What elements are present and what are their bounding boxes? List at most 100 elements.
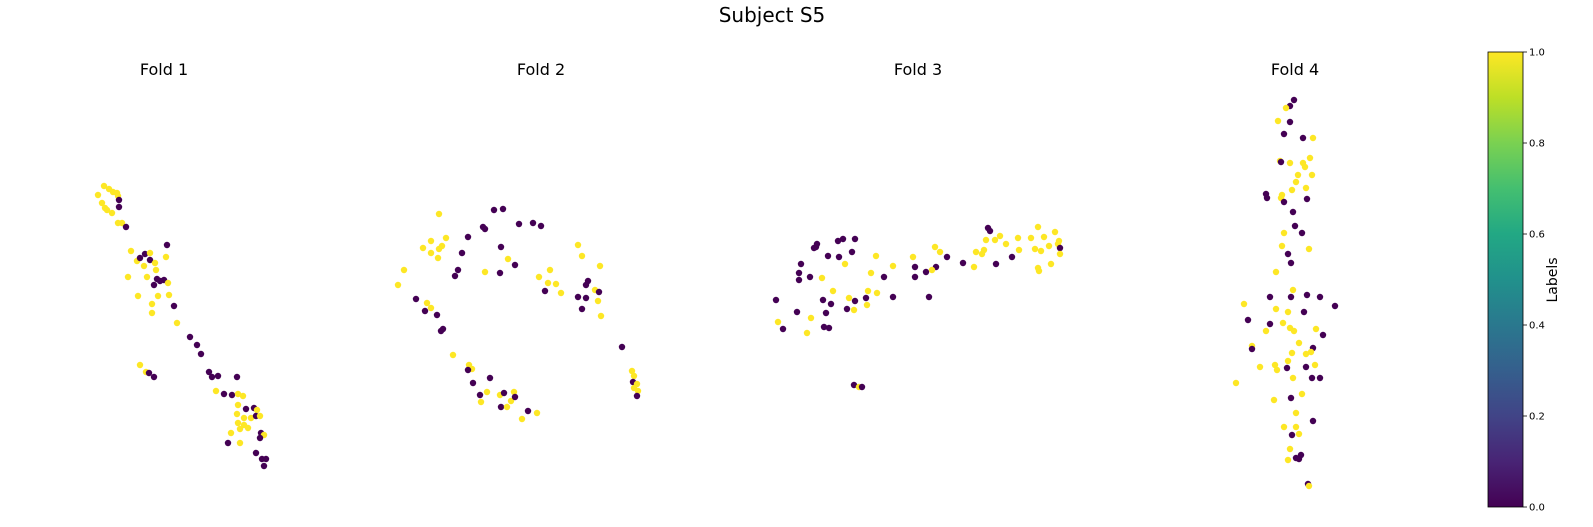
scatter-point: [996, 232, 1004, 240]
scatter-point: [546, 266, 554, 274]
scatter-point: [596, 262, 604, 270]
scatter-point: [490, 206, 498, 214]
scatter-point: [772, 296, 780, 304]
panel-fold-1: Fold 1: [94, 60, 270, 470]
scatter-point: [212, 387, 220, 395]
scatter-point: [872, 252, 880, 260]
scatter-point: [863, 301, 871, 309]
scatter-point: [1307, 348, 1315, 356]
scatter-point: [982, 236, 990, 244]
scatter-point: [795, 276, 803, 284]
colorbar-tick-label: 0.6: [1529, 230, 1545, 241]
scatter-point: [98, 199, 106, 207]
panel-title: Fold 1: [140, 60, 188, 79]
scatter-point: [164, 279, 172, 287]
scatter-point: [193, 341, 201, 349]
scatter-point: [848, 248, 856, 256]
scatter-point: [451, 272, 459, 280]
scatter-point: [1302, 350, 1310, 358]
scatter-point: [419, 244, 427, 252]
scatter-point: [1014, 234, 1022, 242]
colorbar-tick-label: 0.4: [1529, 321, 1545, 332]
scatter-point: [208, 373, 216, 381]
scatter-point: [1291, 222, 1299, 230]
scatter-point: [1311, 361, 1319, 369]
scatter-point: [252, 449, 260, 457]
scatter-point: [810, 244, 818, 252]
scatter-point: [170, 302, 178, 310]
scatter-point: [1287, 293, 1295, 301]
scatter-point: [1283, 364, 1291, 372]
scatter-point: [909, 253, 917, 261]
scatter-point: [1266, 293, 1274, 301]
scatter-point: [1288, 431, 1296, 439]
scatter-point: [1287, 259, 1295, 267]
scatter-point: [597, 312, 605, 320]
scatter-point: [1286, 159, 1294, 167]
scatter-point: [822, 309, 830, 317]
scatter-point: [628, 367, 636, 375]
scatter-point: [496, 269, 504, 277]
scatter-point: [94, 191, 102, 199]
scatter-point: [634, 387, 642, 395]
scatter-point: [234, 401, 242, 409]
scatter-point: [803, 329, 811, 337]
scatter-point: [1302, 363, 1310, 371]
scatter-point: [1295, 455, 1303, 463]
scatter-point: [535, 273, 543, 281]
panel-title: Fold 2: [517, 60, 565, 79]
scatter-point: [839, 235, 847, 243]
scatter-point: [1278, 242, 1286, 250]
scatter-point: [1256, 363, 1264, 371]
scatter-point: [533, 409, 541, 417]
scatter-point: [481, 225, 489, 233]
scatter-point: [1295, 339, 1303, 347]
scatter-point: [824, 252, 832, 260]
scatter-point: [1289, 208, 1297, 216]
scatter-point: [118, 219, 126, 227]
scatter-point: [582, 281, 590, 289]
scatter-point: [148, 300, 156, 308]
scatter-point: [503, 403, 511, 411]
colorbar: 0.0 0.2 0.4 0.6 0.8 1.0 Labels: [1487, 48, 1561, 514]
scatter-point: [1035, 267, 1043, 275]
panels: Fold 1 Fold 2 Fold 3 Fold 4: [94, 60, 1339, 490]
scatter-point: [806, 273, 814, 281]
scatter-point: [476, 391, 484, 399]
scatter-point: [507, 397, 515, 405]
scatter-point: [1248, 345, 1256, 353]
scatter-point: [578, 305, 586, 313]
scatter-point: [500, 389, 508, 397]
scatter-point: [633, 392, 641, 400]
scatter-point: [578, 252, 586, 260]
scatter-point: [1295, 430, 1303, 438]
colorbar-tick-label: 1.0: [1529, 48, 1545, 59]
scatter-point: [541, 287, 549, 295]
scatter-point: [825, 324, 833, 332]
scatter-point: [1302, 184, 1310, 192]
scatter-point: [163, 241, 171, 249]
scatter-point: [497, 403, 505, 411]
scatter-point: [850, 381, 858, 389]
scatter-point: [850, 306, 858, 314]
scatter-point: [227, 429, 235, 437]
scatter-point: [931, 243, 939, 251]
scatter-point: [458, 249, 466, 257]
scatter-point: [1263, 194, 1271, 202]
colorbar-tick-label: 0.2: [1529, 412, 1545, 423]
scatter-point: [454, 266, 462, 274]
scatter-point: [557, 289, 565, 297]
scatter-point: [851, 297, 859, 305]
scatter-point: [236, 439, 244, 447]
scatter-point: [205, 368, 213, 376]
scatter-point: [136, 254, 144, 262]
scatter-point: [1305, 245, 1313, 253]
scatter-point: [537, 222, 545, 230]
scatter-point: [1232, 379, 1240, 387]
scatter-point: [970, 263, 978, 271]
scatter-point: [925, 293, 933, 301]
scatter-point: [228, 391, 236, 399]
scatter-point: [991, 236, 999, 244]
scatter-point: [1037, 247, 1045, 255]
scatter-point: [1274, 117, 1282, 125]
